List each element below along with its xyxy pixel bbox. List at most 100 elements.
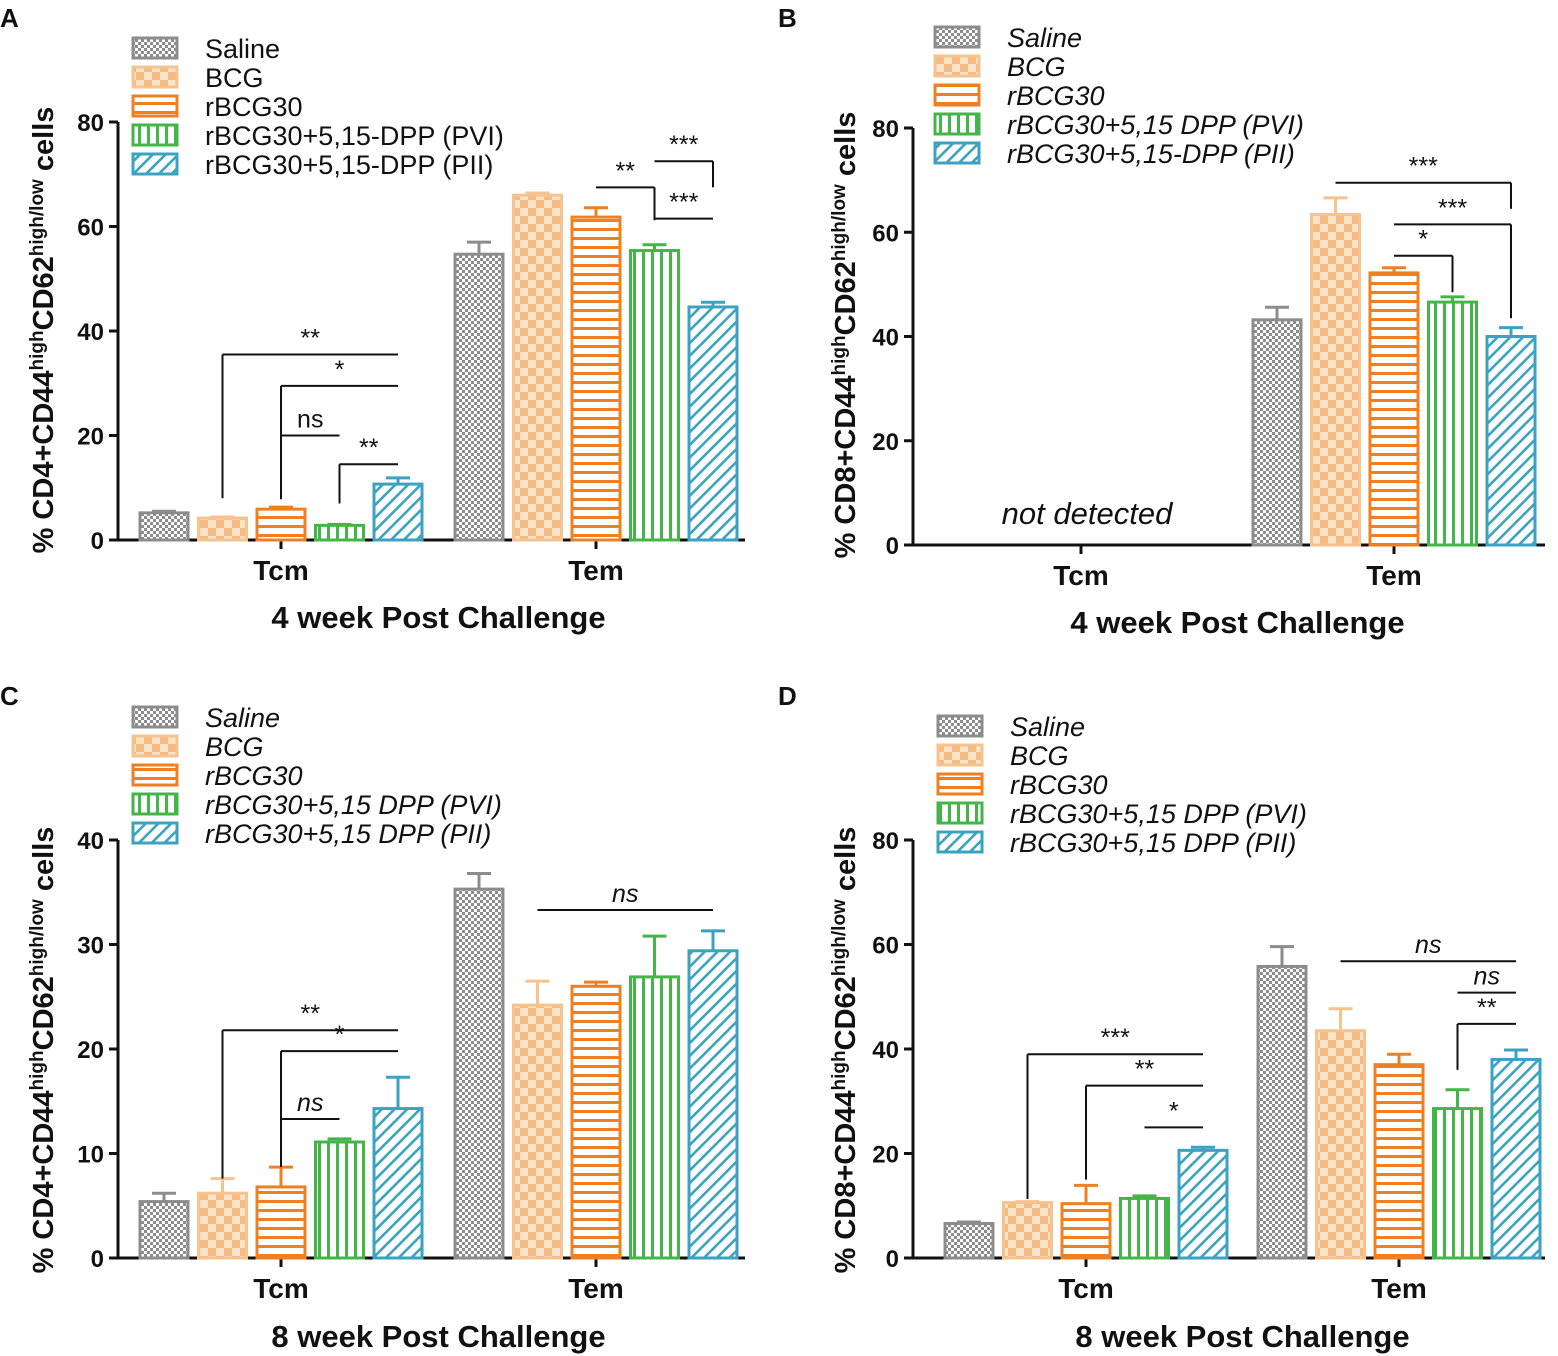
bar bbox=[1485, 335, 1537, 547]
bar bbox=[512, 193, 563, 542]
legend-label: Saline bbox=[205, 34, 280, 64]
y-label-part: % CD4+CD44 bbox=[28, 1090, 60, 1273]
bar bbox=[1432, 1107, 1483, 1260]
legend-swatch bbox=[936, 714, 984, 738]
significance-label: ** bbox=[1135, 1056, 1155, 1084]
bar bbox=[1060, 1202, 1112, 1260]
bar bbox=[372, 1107, 424, 1260]
significance-label: *** bbox=[669, 131, 698, 159]
y-label-part: CD62 bbox=[28, 256, 60, 330]
y-label-superscript: high/low bbox=[829, 899, 850, 976]
significance-label: ** bbox=[1477, 994, 1497, 1022]
bar bbox=[1177, 1148, 1229, 1260]
legend-label: rBCG30+5,15 DPP (PVI) bbox=[205, 790, 502, 820]
x-category-label: Tem bbox=[1371, 1273, 1427, 1304]
y-label-part: CD62 bbox=[830, 976, 862, 1050]
panel-letter: D bbox=[778, 681, 797, 711]
y-label-superscript: high/low bbox=[27, 179, 48, 256]
legend-swatch bbox=[933, 141, 981, 165]
legend-swatch bbox=[131, 65, 179, 89]
y-label-part: CD62 bbox=[830, 261, 862, 335]
legend-label: rBCG30+5,15-DPP (PII) bbox=[205, 150, 493, 180]
significance-label: * bbox=[335, 356, 345, 384]
bar bbox=[372, 482, 424, 542]
significance-label: * bbox=[1418, 226, 1428, 254]
bar bbox=[138, 1200, 190, 1260]
legend-label: rBCG30+5,15-DPP (PVI) bbox=[205, 121, 504, 151]
significance-label: ** bbox=[359, 434, 379, 462]
x-category-label: Tem bbox=[568, 555, 624, 586]
legend-label: BCG bbox=[1010, 741, 1069, 771]
y-tick-label: 10 bbox=[77, 1142, 104, 1169]
significance-label: ** bbox=[301, 1000, 321, 1028]
significance-label: ns bbox=[1474, 963, 1500, 991]
significance-label: ns bbox=[612, 880, 638, 908]
bar bbox=[1373, 1063, 1425, 1260]
x-category-label: Tcm bbox=[253, 1273, 309, 1304]
legend-label: rBCG30+5,15 DPP (PVI) bbox=[1007, 110, 1304, 140]
y-label-superscript: high bbox=[27, 330, 48, 370]
legend-label: Saline bbox=[1007, 23, 1082, 53]
bar bbox=[314, 523, 365, 542]
legend-swatch bbox=[131, 705, 179, 729]
legend-swatch bbox=[131, 152, 179, 176]
y-tick-label: 80 bbox=[872, 828, 899, 855]
legend-swatch bbox=[933, 54, 981, 78]
bar bbox=[1490, 1057, 1542, 1260]
significance-label: ns bbox=[297, 406, 323, 434]
panel-letter: C bbox=[0, 681, 19, 711]
bar bbox=[453, 252, 505, 542]
legend-swatch bbox=[936, 801, 984, 825]
legend-swatch bbox=[933, 112, 981, 136]
bar bbox=[570, 215, 622, 542]
y-tick-label: 80 bbox=[872, 116, 899, 143]
legend-swatch bbox=[936, 743, 984, 767]
bar bbox=[629, 249, 680, 542]
y-tick-label: 0 bbox=[886, 533, 899, 560]
legend-label: rBCG30 bbox=[205, 92, 303, 122]
legend-label: rBCG30 bbox=[1007, 81, 1105, 111]
x-axis-label: 4 week Post Challenge bbox=[1070, 605, 1404, 640]
y-label-part: cells bbox=[28, 827, 60, 900]
legend-swatch bbox=[936, 830, 984, 854]
legend-label: rBCG30+5,15 DPP (PVI) bbox=[1010, 799, 1307, 829]
significance-label: *** bbox=[1101, 1024, 1130, 1052]
panel-c: C 0 10 20 30 40 Tcm Tem 8 week Post Challenge % C… bbox=[0, 681, 745, 1354]
y-label-part: % CD8+CD44 bbox=[830, 375, 862, 558]
significance-label: ns bbox=[1415, 931, 1441, 959]
panel-b: B 0 20 40 60 80 Tcm Tem 4 week Post Challenge % C… bbox=[778, 3, 1545, 640]
bar bbox=[1368, 271, 1420, 547]
y-tick-label: 20 bbox=[77, 1037, 104, 1064]
significance-label: *** bbox=[1409, 153, 1438, 181]
legend-label: rBCG30+5,15 DPP (PII) bbox=[205, 819, 491, 849]
legend-label: rBCG30+5,15 DPP (PII) bbox=[1010, 828, 1296, 858]
y-label-part: % CD8+CD44 bbox=[830, 1090, 862, 1273]
y-axis-label: % CD4+CD44highCD62high/low cells bbox=[27, 107, 61, 554]
y-label-part: cells bbox=[28, 107, 60, 180]
x-category-label: Tcm bbox=[1058, 1273, 1114, 1304]
y-tick-label: 20 bbox=[77, 424, 104, 451]
bar bbox=[255, 507, 307, 542]
y-tick-label: 0 bbox=[91, 1246, 104, 1273]
legend-swatch bbox=[131, 792, 179, 816]
legend-swatch bbox=[131, 763, 179, 787]
bar bbox=[453, 887, 505, 1260]
legend-label: rBCG30 bbox=[205, 761, 303, 791]
legend-label: BCG bbox=[205, 63, 264, 93]
bar bbox=[1002, 1201, 1053, 1260]
panel-letter: A bbox=[0, 3, 19, 33]
bar bbox=[138, 511, 190, 542]
y-tick-label: 0 bbox=[886, 1246, 899, 1273]
legend-label: BCG bbox=[205, 732, 264, 762]
bar bbox=[629, 975, 680, 1260]
x-axis-label: 8 week Post Challenge bbox=[1075, 1319, 1409, 1354]
bar bbox=[1251, 318, 1303, 547]
bar bbox=[943, 1222, 995, 1260]
legend-swatch bbox=[131, 734, 179, 758]
x-category-label: Tcm bbox=[1053, 560, 1109, 591]
legend-swatch bbox=[131, 123, 179, 147]
legend-label: BCG bbox=[1007, 52, 1066, 82]
legend-swatch bbox=[131, 94, 179, 118]
y-tick-label: 60 bbox=[872, 220, 899, 247]
